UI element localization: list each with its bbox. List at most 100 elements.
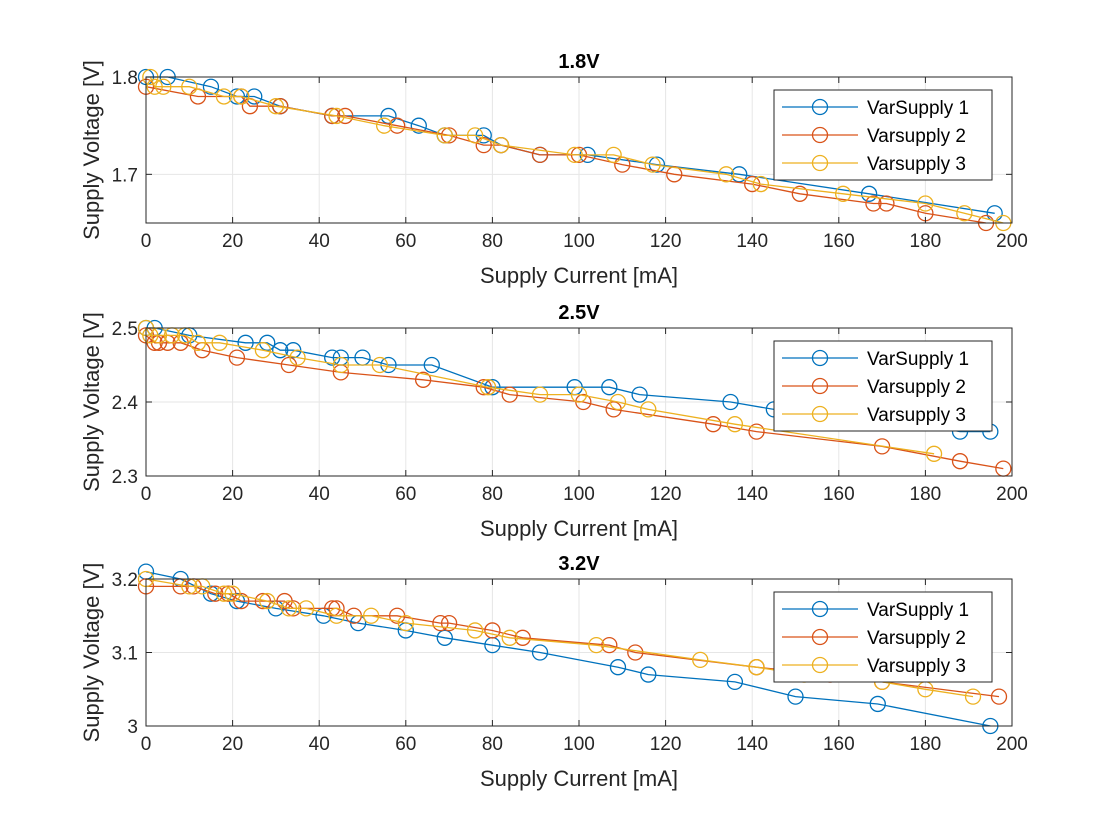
data-point bbox=[397, 614, 414, 632]
x-tick-label: 140 bbox=[736, 484, 768, 505]
data-point bbox=[155, 78, 172, 95]
y-tick-label: 2.5 bbox=[112, 319, 138, 340]
y-tick-label: 1.7 bbox=[112, 165, 138, 186]
x-tick-label: 200 bbox=[996, 734, 1028, 755]
data-point bbox=[436, 629, 453, 646]
data-point bbox=[388, 117, 406, 134]
data-point bbox=[423, 356, 440, 374]
data-point bbox=[298, 600, 315, 617]
y-axis-label: Supply Voltage [V] bbox=[79, 60, 104, 240]
legend-label: Varsupply 2 bbox=[867, 377, 966, 398]
series-line bbox=[145, 327, 935, 455]
x-axis-label: Supply Current [mA] bbox=[480, 263, 678, 288]
data-point bbox=[375, 117, 393, 134]
x-tick-label: 140 bbox=[736, 231, 768, 252]
legend-marker bbox=[811, 154, 829, 172]
data-point bbox=[640, 666, 657, 683]
data-point bbox=[748, 659, 765, 676]
data-point bbox=[146, 78, 163, 95]
data-point bbox=[648, 156, 666, 173]
data-point bbox=[531, 386, 549, 403]
series-line bbox=[146, 76, 995, 214]
data-point bbox=[865, 195, 882, 212]
legend-item: Varsupply 2 bbox=[782, 377, 966, 398]
legend-label: VarSupply 1 bbox=[867, 98, 969, 119]
series-line bbox=[145, 571, 991, 727]
data-point bbox=[873, 438, 891, 455]
x-tick-label: 0 bbox=[141, 734, 152, 755]
data-point bbox=[692, 651, 709, 668]
chart-title: 3.2V bbox=[558, 553, 600, 575]
y-axis-label: Supply Voltage [V] bbox=[79, 312, 104, 492]
data-point bbox=[609, 393, 627, 411]
legend: VarSupply 1 Varsupply 2 Varsupply 3 bbox=[773, 340, 993, 432]
data-point bbox=[475, 136, 492, 154]
x-tick-label: 60 bbox=[395, 734, 416, 755]
data-point bbox=[869, 695, 886, 713]
data-point bbox=[432, 614, 449, 632]
data-point bbox=[332, 356, 350, 374]
series-line bbox=[149, 76, 1004, 224]
data-point bbox=[328, 107, 345, 125]
y-tick-label: 2.4 bbox=[112, 393, 139, 414]
x-tick-label: 180 bbox=[910, 734, 942, 755]
x-tick-label: 120 bbox=[650, 484, 682, 505]
data-point bbox=[990, 688, 1008, 705]
data-point bbox=[189, 334, 207, 351]
y-tick-label: 3.2 bbox=[112, 570, 138, 591]
x-tick-label: 120 bbox=[650, 734, 682, 755]
data-point bbox=[964, 688, 982, 705]
data-point bbox=[631, 386, 648, 403]
x-tick-label: 160 bbox=[823, 484, 855, 505]
data-point bbox=[917, 195, 934, 212]
x-tick-label: 20 bbox=[222, 734, 243, 755]
x-tick-label: 100 bbox=[563, 231, 595, 252]
y-tick-label: 3.1 bbox=[112, 644, 138, 665]
data-point bbox=[215, 585, 233, 602]
x-tick-label: 160 bbox=[823, 231, 855, 252]
series-3 bbox=[142, 68, 1012, 232]
data-point bbox=[605, 146, 622, 164]
data-point bbox=[951, 453, 969, 470]
series-line bbox=[145, 334, 1004, 470]
data-point bbox=[479, 379, 497, 396]
chart-title: 2.5V bbox=[558, 302, 600, 324]
subplot-2: 0 20 40 60 80 100 120 140 160 180 200 2.3 2.4 2.5 2.5V… bbox=[79, 302, 1028, 541]
data-point bbox=[644, 156, 661, 173]
data-point bbox=[531, 146, 549, 164]
x-axis-label: Supply Current [mA] bbox=[480, 766, 678, 791]
legend-item: VarSupply 1 bbox=[782, 600, 969, 621]
data-point bbox=[237, 334, 254, 351]
x-tick-label: 160 bbox=[823, 734, 855, 755]
data-point bbox=[878, 195, 895, 212]
y-axis-label: Supply Voltage [V] bbox=[79, 563, 104, 743]
legend-marker bbox=[811, 126, 829, 144]
data-point bbox=[501, 386, 518, 403]
data-point bbox=[925, 445, 943, 462]
data-point bbox=[220, 585, 237, 602]
legend-marker bbox=[811, 377, 829, 395]
y-tick-label: 2.3 bbox=[112, 467, 138, 488]
x-tick-label: 20 bbox=[222, 231, 243, 252]
data-point bbox=[267, 98, 285, 115]
data-point bbox=[228, 349, 246, 366]
data-point bbox=[215, 88, 233, 105]
subplot-1: 0 20 40 60 80 100 120 140 160 180 200 1.7 1.8 1.8V Sup… bbox=[79, 51, 1028, 288]
data-point bbox=[211, 334, 228, 351]
x-tick-label: 20 bbox=[222, 484, 243, 505]
data-point bbox=[414, 371, 432, 388]
data-point bbox=[492, 136, 510, 154]
data-point bbox=[289, 349, 306, 366]
data-point bbox=[254, 592, 272, 610]
legend-marker bbox=[811, 349, 829, 367]
data-point bbox=[440, 614, 458, 632]
legend-label: VarSupply 1 bbox=[867, 349, 969, 370]
x-tick-label: 0 bbox=[141, 484, 152, 505]
legend-marker bbox=[811, 405, 829, 423]
legend-item: VarSupply 1 bbox=[782, 98, 969, 119]
data-point bbox=[272, 98, 289, 115]
legend-label: Varsupply 2 bbox=[867, 628, 966, 649]
x-tick-label: 60 bbox=[395, 231, 416, 252]
x-tick-label: 100 bbox=[563, 484, 595, 505]
